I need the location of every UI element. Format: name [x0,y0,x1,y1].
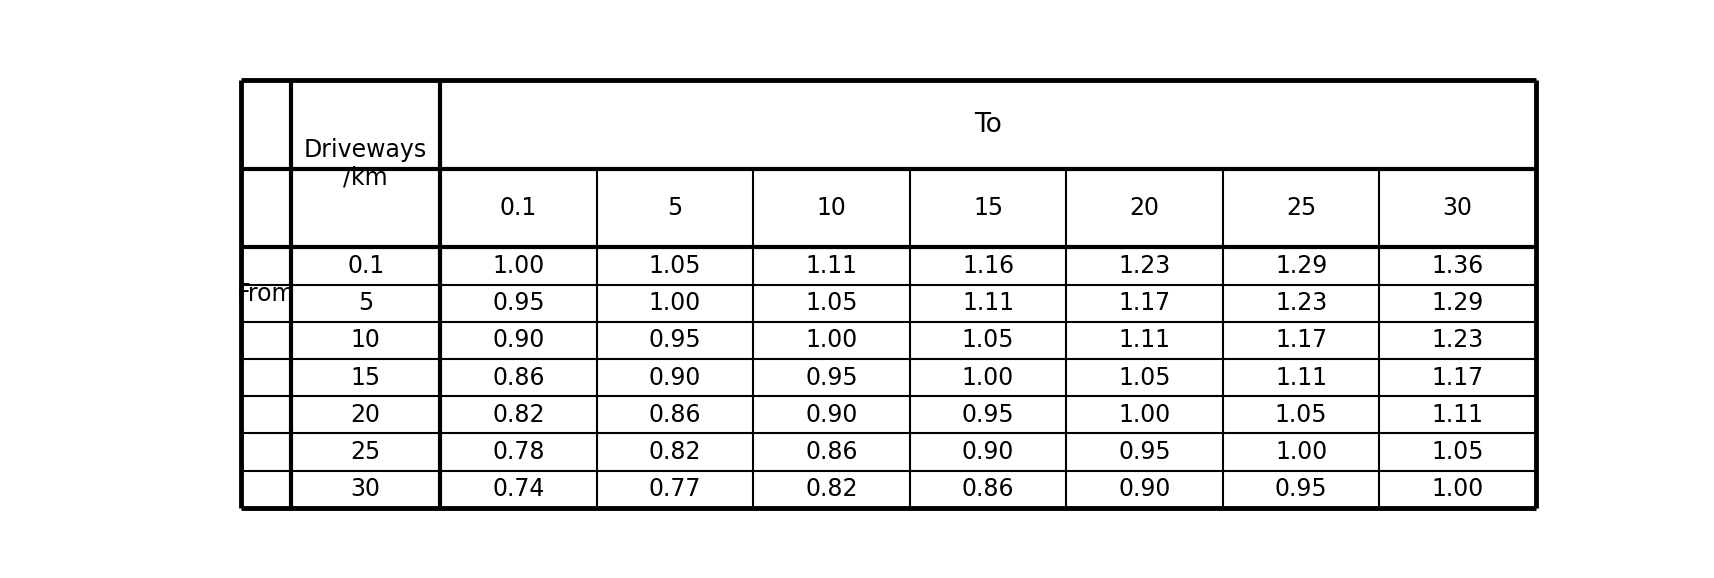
Text: 30: 30 [1443,197,1472,220]
Text: 0.90: 0.90 [1118,477,1171,501]
Text: 0.90: 0.90 [648,365,701,390]
Text: 1.29: 1.29 [1431,291,1484,315]
Text: 1.11: 1.11 [806,254,857,278]
Text: 1.05: 1.05 [648,254,701,278]
Text: 1.17: 1.17 [1275,328,1327,353]
Text: 0.1: 0.1 [500,197,536,220]
Text: 0.90: 0.90 [962,440,1015,464]
Text: 0.78: 0.78 [492,440,545,464]
Text: 0.86: 0.86 [648,403,701,427]
Text: 20: 20 [1130,197,1160,220]
Text: 1.17: 1.17 [1119,291,1171,315]
Text: 5: 5 [358,291,374,315]
Text: 0.82: 0.82 [492,403,545,427]
Text: 1.05: 1.05 [1118,365,1171,390]
Text: 10: 10 [351,328,381,353]
Text: 15: 15 [974,197,1003,220]
Text: 15: 15 [351,365,381,390]
Text: 1.36: 1.36 [1431,254,1484,278]
Text: 1.05: 1.05 [962,328,1015,353]
Text: 1.23: 1.23 [1431,328,1484,353]
Text: 0.95: 0.95 [1275,477,1327,501]
Text: 0.77: 0.77 [648,477,701,501]
Text: 0.95: 0.95 [962,403,1015,427]
Text: 25: 25 [1286,197,1316,220]
Text: 1.05: 1.05 [1275,403,1327,427]
Text: 0.1: 0.1 [346,254,384,278]
Text: 30: 30 [351,477,381,501]
Text: 25: 25 [351,440,381,464]
Text: 0.74: 0.74 [492,477,545,501]
Text: 0.95: 0.95 [492,291,545,315]
Text: 1.23: 1.23 [1275,291,1327,315]
Text: 1.16: 1.16 [962,254,1015,278]
Text: 0.95: 0.95 [806,365,857,390]
Text: 1.05: 1.05 [806,291,857,315]
Text: 10: 10 [816,197,847,220]
Text: 1.00: 1.00 [650,291,701,315]
Text: 0.82: 0.82 [648,440,701,464]
Text: 1.05: 1.05 [1431,440,1484,464]
Text: 1.00: 1.00 [1119,403,1171,427]
Text: 1.11: 1.11 [1119,328,1171,353]
Text: 1.17: 1.17 [1431,365,1484,390]
Text: 1.11: 1.11 [1275,365,1327,390]
Text: 0.90: 0.90 [806,403,857,427]
Text: 1.00: 1.00 [1275,440,1327,464]
Text: 1.00: 1.00 [1431,477,1484,501]
Text: 1.00: 1.00 [962,365,1015,390]
Text: 1.23: 1.23 [1119,254,1171,278]
Text: To: To [974,112,1003,138]
Text: 0.82: 0.82 [806,477,857,501]
Text: 0.86: 0.86 [806,440,857,464]
Text: 5: 5 [667,197,682,220]
Text: 0.95: 0.95 [1118,440,1171,464]
Text: 0.90: 0.90 [492,328,545,353]
Text: 1.11: 1.11 [1431,403,1484,427]
Text: 1.00: 1.00 [806,328,857,353]
Text: 1.29: 1.29 [1275,254,1327,278]
Text: 0.95: 0.95 [648,328,701,353]
Text: From: From [237,282,295,306]
Text: 0.86: 0.86 [962,477,1015,501]
Text: 20: 20 [351,403,381,427]
Text: 0.86: 0.86 [492,365,545,390]
Text: Driveways
/km: Driveways /km [303,138,427,190]
Text: 1.11: 1.11 [962,291,1015,315]
Text: 1.00: 1.00 [492,254,545,278]
